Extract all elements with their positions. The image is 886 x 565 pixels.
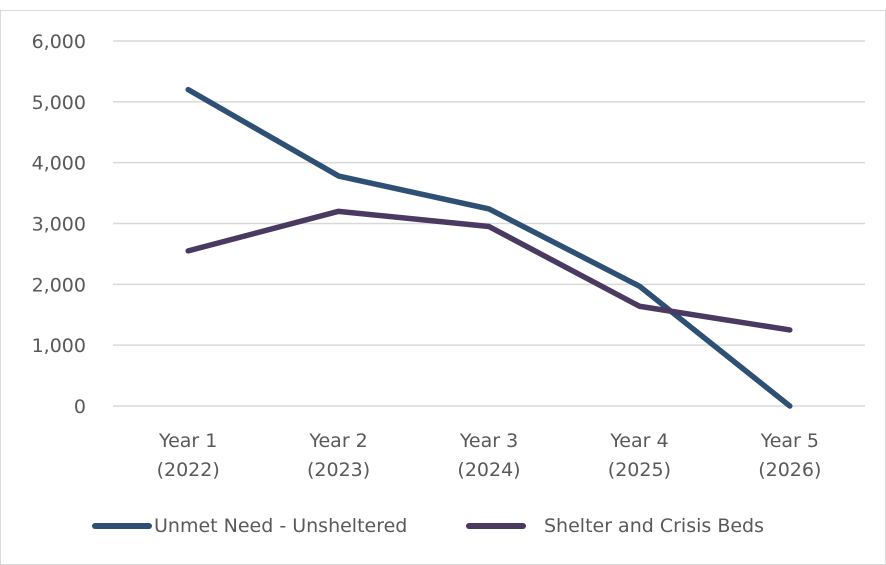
legend-label-unmet-need: Unmet Need - Unsheltered	[154, 515, 408, 537]
y-tick-label: 4,000	[32, 153, 86, 175]
y-tick-label: 2,000	[32, 274, 86, 296]
y-tick-label: 0	[74, 396, 86, 418]
x-tick-label: Year 1 (2022)	[157, 430, 220, 481]
legend-label-shelter-beds: Shelter and Crisis Beds	[544, 515, 765, 537]
y-tick-label: 6,000	[32, 31, 86, 53]
x-axis: Year 1 (2022) Year 2 (2023) Year 3 (2024) Year…	[157, 430, 822, 481]
y-tick-label: 1,000	[32, 335, 86, 357]
legend-item-shelter-beds: Shelter and Crisis Beds	[466, 506, 764, 546]
legend-item-unmet-need: Unmet Need - Unsheltered	[92, 506, 407, 546]
series-line-unmet-need	[185, 86, 793, 409]
gridlines	[113, 40, 865, 407]
legend-swatch-unmet-need	[92, 523, 152, 529]
y-axis: 0 1,000 2,000 3,000 4,000 5,000 6,000	[32, 31, 86, 418]
y-tick-label: 3,000	[32, 214, 86, 236]
x-tick-label: Year 4 (2025)	[608, 430, 671, 481]
x-tick-label: Year 5 (2026)	[758, 430, 821, 481]
series-lines	[185, 86, 793, 409]
y-tick-label: 5,000	[32, 92, 86, 114]
legend: Unmet Need - Unsheltered Shelter and Cri…	[0, 506, 886, 546]
x-tick-label: Year 3 (2024)	[457, 430, 520, 481]
series-line-shelter-beds	[185, 208, 793, 333]
legend-swatch-shelter-beds	[466, 523, 526, 529]
x-tick-label: Year 2 (2023)	[307, 430, 370, 481]
chart-border	[0, 10, 886, 565]
